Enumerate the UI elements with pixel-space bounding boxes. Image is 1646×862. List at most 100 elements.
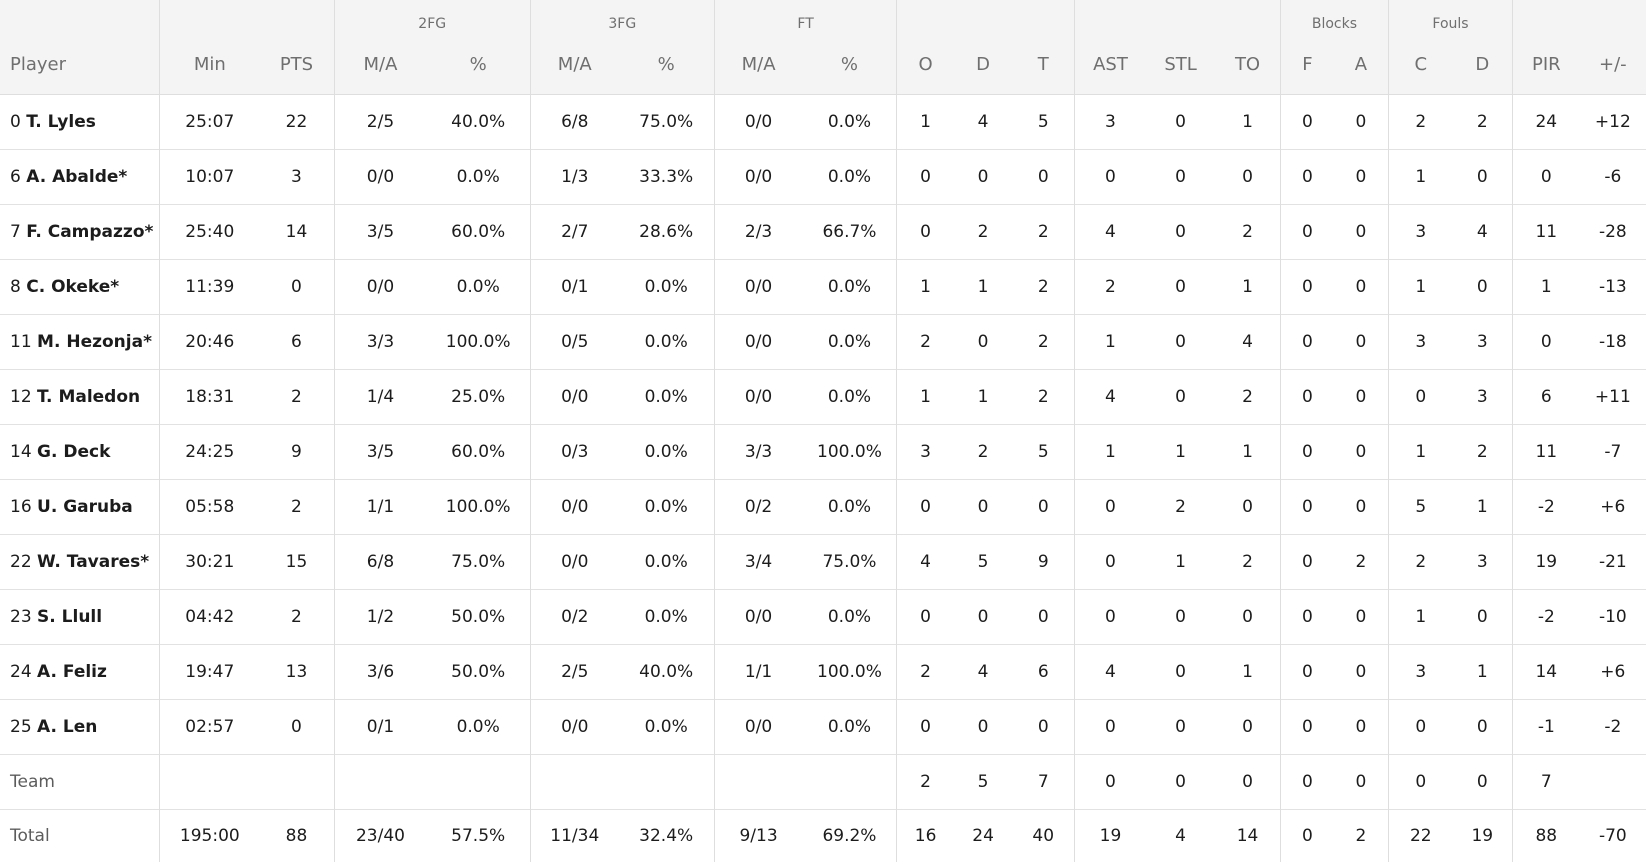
- player-name[interactable]: G. Deck: [37, 442, 111, 462]
- stat-cell: 0: [1175, 662, 1186, 682]
- stat-cell: 0/0: [561, 552, 589, 572]
- stat-cell: 25.0%: [426, 369, 531, 425]
- column-header[interactable]: D: [953, 42, 1013, 95]
- stat-cell: 20:46: [185, 332, 235, 352]
- stat-cell: 40.0%: [426, 94, 531, 150]
- stat-cell: 0: [1540, 167, 1552, 187]
- player-name[interactable]: T. Maledon: [37, 387, 141, 407]
- stat-cell: 7: [1540, 772, 1552, 792]
- player-name[interactable]: S. Llull: [37, 607, 103, 627]
- column-header[interactable]: D: [1452, 42, 1513, 95]
- column-header[interactable]: PIR: [1512, 42, 1580, 95]
- stat-cell: 1: [977, 277, 989, 297]
- stat-cell: 24:25: [185, 442, 235, 462]
- player-cell[interactable]: 0 T. Lyles: [0, 94, 161, 150]
- stat-cell: 0: [977, 332, 989, 352]
- stat-cell: 9: [1012, 534, 1075, 590]
- stat-cell: 3: [259, 149, 335, 205]
- stat-cell: 0: [1175, 772, 1186, 792]
- column-header[interactable]: M/A: [334, 42, 427, 95]
- column-header[interactable]: C: [1388, 42, 1453, 95]
- player-name[interactable]: W. Tavares*: [37, 552, 150, 572]
- player-name[interactable]: U. Garuba: [37, 497, 133, 517]
- table-row: 0 T. Lyles 25:07 22 2/5 40.0% 6/8 75.0% 0/0 0.0%…: [0, 94, 1646, 150]
- player-cell[interactable]: 11 M. Hezonja*: [0, 314, 161, 370]
- stat-cell: 0.0%: [426, 259, 531, 315]
- player-name[interactable]: A. Len: [37, 717, 98, 737]
- stat-cell: 0: [1540, 332, 1552, 352]
- column-group-header: [0, 0, 161, 42]
- stat-cell: 0.0%: [426, 149, 531, 205]
- player-cell[interactable]: 25 A. Len: [0, 699, 161, 755]
- stat-cell: 75.0%: [802, 534, 898, 590]
- player-cell[interactable]: 23 S. Llull: [0, 589, 161, 645]
- stat-cell: -70: [1598, 825, 1627, 846]
- column-header[interactable]: T: [1012, 42, 1075, 95]
- stat-cell: 4: [1105, 222, 1116, 242]
- stat-cell: 0: [1301, 387, 1313, 407]
- column-header[interactable]: A: [1333, 42, 1390, 95]
- stat-cell: 1/2: [366, 607, 395, 627]
- player-name[interactable]: C. Okeke*: [26, 277, 120, 297]
- column-header[interactable]: AST: [1074, 42, 1146, 95]
- column-header[interactable]: %: [802, 42, 898, 95]
- stat-cell: 0: [1301, 442, 1313, 462]
- stat-cell: 0: [259, 259, 335, 315]
- stat-cell: 14: [259, 204, 335, 260]
- stat-cell: 4: [1175, 825, 1186, 846]
- column-header[interactable]: O: [896, 42, 954, 95]
- player-name[interactable]: M. Hezonja*: [37, 332, 152, 352]
- stat-cell: 0/5: [561, 332, 589, 352]
- stat-cell: 1: [1215, 259, 1281, 315]
- stat-cell: 0.0%: [802, 149, 898, 205]
- column-header[interactable]: M/A: [530, 42, 619, 95]
- player-number: 0: [10, 112, 21, 132]
- player-name[interactable]: A. Abalde*: [26, 167, 128, 187]
- stat-cell: 0: [1301, 552, 1313, 572]
- stat-cell: 1: [1540, 277, 1552, 297]
- player-cell[interactable]: 6 A. Abalde*: [0, 149, 161, 205]
- column-header[interactable]: M/A: [714, 42, 803, 95]
- player-number: 25: [10, 717, 32, 737]
- player-cell[interactable]: 24 A. Feliz: [0, 644, 161, 700]
- stat-cell: 0: [1012, 699, 1075, 755]
- stat-cell: 2: [977, 222, 989, 242]
- stat-cell: -1: [1537, 717, 1555, 737]
- stat-cell: 0/2: [561, 607, 589, 627]
- stat-cell: 3: [920, 442, 931, 462]
- column-header[interactable]: TO: [1215, 42, 1281, 95]
- player-name[interactable]: A. Feliz: [37, 662, 107, 682]
- stat-cell: 0.0%: [618, 589, 715, 645]
- column-header[interactable]: Min: [159, 42, 260, 95]
- player-cell[interactable]: 7 F. Campazzo*: [0, 204, 161, 260]
- stat-cell: 4: [1105, 387, 1116, 407]
- stat-cell: 4: [1452, 204, 1513, 260]
- stat-cell: 3: [1452, 314, 1513, 370]
- stat-cell: 1: [1452, 479, 1513, 535]
- stat-cell: 9/13: [739, 825, 778, 846]
- column-header[interactable]: %: [618, 42, 715, 95]
- stat-cell: 2: [1415, 552, 1427, 572]
- stat-cell: 19: [1452, 809, 1513, 862]
- stat-cell: 1: [1175, 442, 1186, 462]
- stat-cell: 0: [977, 497, 989, 517]
- player-cell[interactable]: 8 C. Okeke*: [0, 259, 161, 315]
- player-cell[interactable]: 14 G. Deck: [0, 424, 161, 480]
- column-header[interactable]: PTS: [259, 42, 335, 95]
- column-header[interactable]: +/-: [1579, 42, 1646, 95]
- player-cell[interactable]: 22 W. Tavares*: [0, 534, 161, 590]
- column-header[interactable]: F: [1280, 42, 1334, 95]
- stat-cell: 0/1: [561, 277, 589, 297]
- stat-cell: 0.0%: [618, 699, 715, 755]
- player-cell[interactable]: 12 T. Maledon: [0, 369, 161, 425]
- stat-cell: 3: [1452, 534, 1513, 590]
- table-row: 22 W. Tavares* 30:21 15 6/8 75.0% 0/0 0.0% 3/4 7…: [0, 534, 1646, 590]
- column-header[interactable]: STL: [1145, 42, 1216, 95]
- player-number: 16: [10, 497, 32, 517]
- column-header[interactable]: %: [426, 42, 531, 95]
- player-name[interactable]: T. Lyles: [26, 112, 96, 132]
- stat-cell: -2: [1537, 607, 1555, 627]
- stat-cell: 0: [1301, 277, 1313, 297]
- player-name[interactable]: F. Campazzo*: [26, 222, 154, 242]
- player-cell[interactable]: 16 U. Garuba: [0, 479, 161, 535]
